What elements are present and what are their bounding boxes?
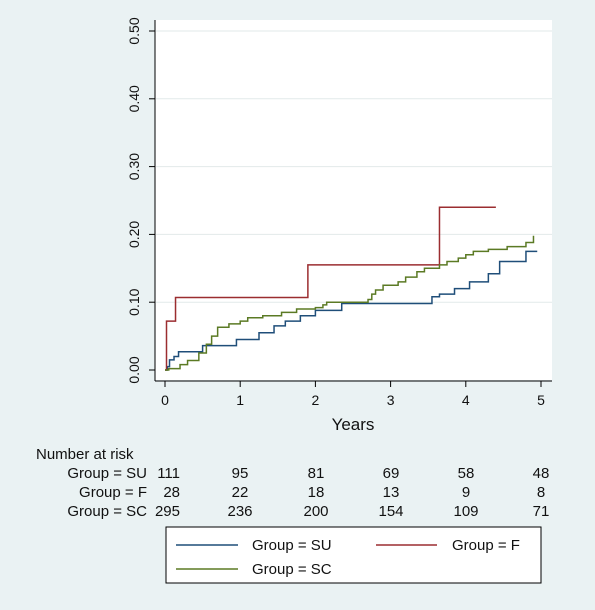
y-tick-label: 0.20 [126,221,142,248]
risk-value: 71 [533,503,550,520]
legend: Group = SU Group = F Group = SC [176,537,520,578]
y-tick-label: 0.50 [126,17,142,44]
risk-row-label: Group = SU [67,465,147,482]
risk-value: 154 [378,503,403,520]
x-tick-label: 5 [537,392,545,408]
y-tick-label: 0.00 [126,356,142,383]
risk-row-label: Group = F [79,484,147,501]
x-tick-label: 3 [387,392,395,408]
risk-value: 109 [453,503,478,520]
risk-value: 13 [383,484,400,501]
risk-value: 81 [308,465,325,482]
x-tick-label: 1 [236,392,244,408]
risk-value: 295 [155,503,180,520]
plot-area [155,20,552,380]
gridlines [156,30,552,303]
risk-value: 95 [232,465,249,482]
y-tick-label: 0.10 [126,288,142,315]
risk-value: 69 [383,465,400,482]
risk-value: 18 [308,484,325,501]
legend-box [165,526,542,584]
risk-value: 111 [157,465,180,482]
series-layer [165,206,538,371]
risk-value: 200 [303,503,328,520]
series-line-sc [165,235,535,371]
y-axis-ticks: 0.00 0.10 0.20 0.30 0.40 0.50 [126,17,155,384]
x-axis-label: Years [332,415,375,434]
x-axis-ticks: 0 1 2 3 4 5 [161,381,545,408]
x-tick-label: 0 [161,392,169,408]
risk-value: 9 [462,484,470,501]
risk-row-label: Group = SC [67,503,147,520]
y-tick-label: 0.40 [126,85,142,112]
x-tick-label: 4 [462,392,470,408]
y-tick-label: 0.30 [126,153,142,180]
legend-label: Group = SC [252,561,332,578]
risk-table-title: Number at risk [36,446,134,463]
risk-value: 236 [227,503,252,520]
risk-value: 8 [537,484,545,501]
x-tick-label: 2 [312,392,320,408]
risk-value: 58 [458,465,475,482]
legend-label: Group = F [452,537,520,554]
series-line-f [165,206,496,371]
risk-value: 22 [232,484,249,501]
risk-value: 28 [163,484,180,501]
series-line-su [165,250,538,371]
risk-value: 48 [533,465,550,482]
risk-table: Group = SU 111 95 81 69 58 48 Group = F 28 22 18 13… [67,465,549,520]
legend-label: Group = SU [252,537,332,554]
